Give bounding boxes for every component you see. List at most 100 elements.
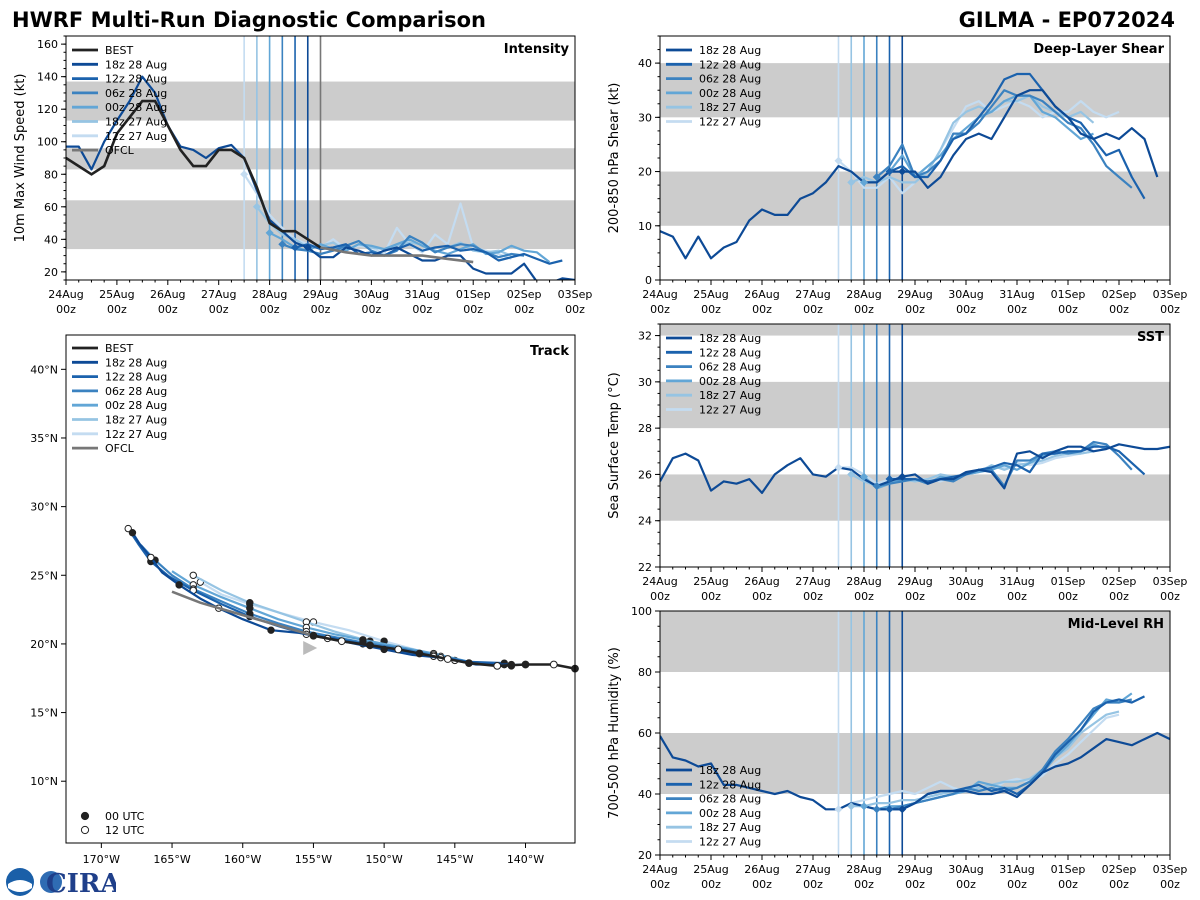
rh-xtick-hour: 00z	[650, 878, 670, 891]
rh-ytick-label: 40	[638, 788, 652, 801]
rh-ytick-label: 60	[638, 727, 652, 740]
intensity-legend-label: BEST	[105, 44, 133, 57]
sst-init-marker	[872, 482, 881, 490]
intensity-xtick-date: 30Aug	[354, 288, 389, 301]
sst-xtick-hour: 00z	[956, 590, 976, 603]
sst-init-marker	[847, 470, 856, 479]
shear-xtick-date: 26Aug	[744, 288, 779, 301]
rh-legend-label: 12z 28 Aug	[699, 778, 761, 791]
sst-ytick-label: 26	[638, 468, 652, 481]
sst-xtick-hour: 00z	[1109, 590, 1129, 603]
intensity-ylabel: 10m Max Wind Speed (kt)	[13, 74, 28, 243]
shear-xtick-date: 31Aug	[999, 288, 1034, 301]
intensity-xtick-hour: 00z	[565, 303, 585, 316]
sst-xtick-date: 01Sep	[1051, 575, 1086, 588]
sst-xtick-hour: 00z	[1160, 590, 1180, 603]
rh-ytick-label: 80	[638, 666, 652, 679]
shear-band	[660, 63, 1170, 118]
shear-xtick-date: 24Aug	[642, 288, 677, 301]
sst-title: SST	[1137, 330, 1164, 345]
track-fix-marker	[147, 553, 155, 562]
sst-init-marker	[860, 472, 868, 481]
sst-legend-label: 18z 27 Aug	[699, 389, 761, 402]
shear-xtick-hour: 00z	[854, 303, 874, 316]
sst-panel: 22 24 26 28 30 32 24Aug 00z 25Aug 00z 26Aug 00z 27Au…	[607, 323, 1188, 603]
intensity-init-marker	[303, 243, 312, 252]
intensity-xtick-hour: 00z	[209, 303, 229, 316]
intensity-xtick-hour: 00z	[362, 303, 382, 316]
rh-run-line	[660, 731, 1170, 811]
track-lat-label: 20°N	[30, 638, 58, 651]
sst-init-marker	[834, 463, 843, 472]
shear-xtick-date: 29Aug	[897, 288, 932, 301]
rh-legend-label: 06z 28 Aug	[699, 793, 761, 806]
shear-xtick-hour: 00z	[650, 303, 670, 316]
shear-xtick-date: 28Aug	[846, 288, 881, 301]
rh-xtick-date: 01Sep	[1051, 863, 1086, 876]
intensity-legend-label: 06z 28 Aug	[105, 87, 167, 100]
shear-ytick-label: 20	[638, 166, 652, 179]
sst-xtick-date: 29Aug	[897, 575, 932, 588]
intensity-ofcl-line	[320, 246, 474, 264]
sst-init-marker	[898, 472, 907, 481]
rh-band	[660, 611, 1170, 672]
track-current-position-icon	[303, 641, 318, 656]
track-lat-label: 10°N	[30, 775, 58, 788]
track-fix-marker	[175, 581, 183, 589]
sst-run-line	[660, 443, 1170, 494]
rh-xtick-hour: 00z	[905, 878, 925, 891]
shear-legend-label: 00z 28 Aug	[699, 87, 761, 100]
shear-legend-label: 18z 27 Aug	[699, 101, 761, 114]
rh-xtick-date: 30Aug	[948, 863, 983, 876]
intensity-xtick-hour: 00z	[412, 303, 432, 316]
shear-init-marker	[898, 167, 907, 176]
shear-series-group	[660, 72, 1159, 260]
sst-xtick-date: 03Sep	[1153, 575, 1188, 588]
sst-run-line	[889, 445, 1146, 483]
rh-xtick-date: 25Aug	[693, 863, 728, 876]
shear-xtick-date: 30Aug	[948, 288, 983, 301]
sst-xtick-hour: 00z	[1058, 590, 1078, 603]
sst-xtick-hour: 00z	[1007, 590, 1027, 603]
shear-init-marker	[860, 178, 868, 187]
figure-header: HWRF Multi-Run Diagnostic Comparison GIL…	[12, 8, 1175, 32]
shear-run-line	[876, 89, 1133, 189]
noaa-wave-icon	[8, 880, 32, 892]
track-legend-label: OFCL	[105, 442, 135, 455]
intensity-run-line	[243, 173, 512, 260]
track-legend-label: 18z 27 Aug	[105, 414, 167, 427]
track-best-marker	[337, 637, 346, 646]
intensity-init-marker	[252, 202, 261, 211]
sst-ytick-label: 22	[638, 561, 652, 574]
shear-xtick-date: 01Sep	[1051, 288, 1086, 301]
track-ofcl-line	[171, 590, 314, 637]
shear-xtick-hour: 00z	[956, 303, 976, 316]
intensity-xtick-date: 29Aug	[303, 288, 338, 301]
sst-xtick-date: 26Aug	[744, 575, 779, 588]
rh-init-marker	[834, 805, 843, 814]
intensity-xtick-date: 03Sep	[558, 288, 593, 301]
rh-xtick-hour: 00z	[752, 878, 772, 891]
sst-init-marker	[885, 475, 894, 484]
shear-run-line	[889, 72, 1146, 200]
track-lon-label: 140°W	[507, 853, 544, 866]
intensity-init-marker	[265, 228, 274, 237]
sst-xtick-hour: 00z	[803, 590, 823, 603]
sst-xtick-hour: 00z	[701, 590, 721, 603]
shear-legend-label: 12z 28 Aug	[699, 58, 761, 71]
shear-xtick-hour: 00z	[701, 303, 721, 316]
rh-xtick-date: 26Aug	[744, 863, 779, 876]
track-frame	[65, 334, 576, 844]
rh-xtick-date: 02Sep	[1102, 863, 1137, 876]
intensity-xtick-hour: 00z	[158, 303, 178, 316]
rh-run-line	[851, 710, 1120, 808]
track-legend-label: 00z 28 Aug	[105, 399, 167, 412]
track-best-marker	[443, 655, 452, 663]
shear-xtick-hour: 00z	[803, 303, 823, 316]
sst-xtick-date: 27Aug	[795, 575, 830, 588]
shear-xtick-hour: 00z	[1109, 303, 1129, 316]
intensity-legend-label: OFCL	[105, 144, 135, 157]
rh-xtick-hour: 00z	[803, 878, 823, 891]
track-lon-label: 150°W	[365, 853, 402, 866]
shear-ytick-label: 10	[638, 220, 652, 233]
